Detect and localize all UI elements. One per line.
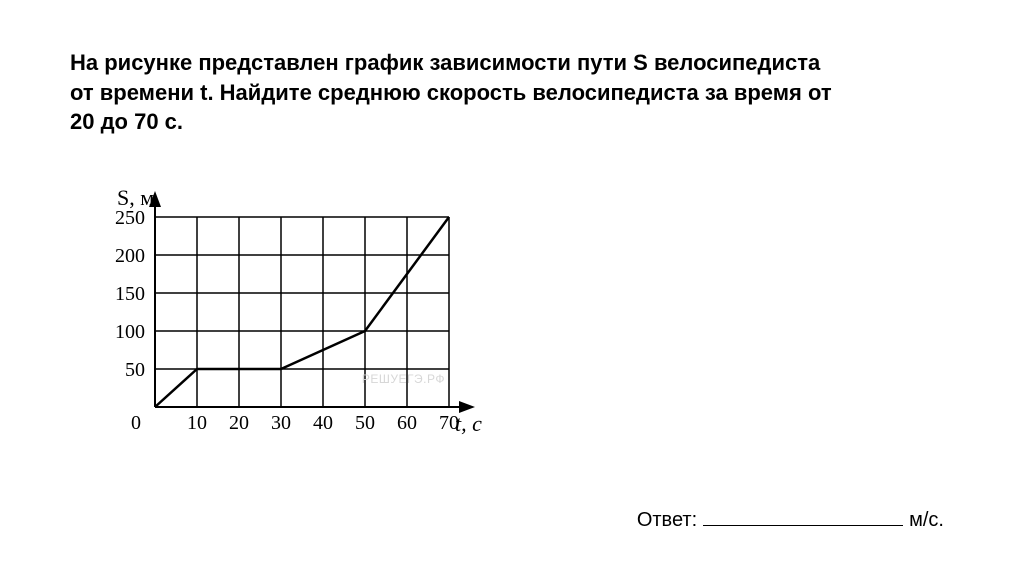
svg-text:0: 0	[131, 412, 141, 434]
svg-text:50: 50	[125, 359, 145, 381]
svg-text:РЕШУЕГЭ.РФ: РЕШУЕГЭ.РФ	[362, 372, 445, 386]
svg-text:60: 60	[397, 412, 417, 434]
svg-text:t, с: t, с	[455, 411, 482, 436]
page: На рисунке представлен график зависимост…	[0, 0, 1024, 574]
svg-text:10: 10	[187, 412, 207, 434]
line-chart: S, мt, с50100150200250010203040506070РЕШ…	[85, 177, 489, 457]
svg-text:20: 20	[229, 412, 249, 434]
svg-text:30: 30	[271, 412, 291, 434]
svg-text:200: 200	[115, 245, 145, 267]
svg-text:150: 150	[115, 283, 145, 305]
answer-unit: м/с.	[909, 509, 944, 531]
svg-text:250: 250	[115, 207, 145, 229]
chart-container: S, мt, с50100150200250010203040506070РЕШ…	[85, 177, 954, 462]
svg-text:50: 50	[355, 412, 375, 434]
answer-blank	[703, 503, 903, 526]
svg-text:70: 70	[439, 412, 459, 434]
svg-text:40: 40	[313, 412, 333, 434]
answer-label: Ответ:	[637, 509, 697, 531]
answer-row: Ответ: м/с.	[637, 503, 944, 532]
question-text: На рисунке представлен график зависимост…	[70, 48, 850, 137]
svg-text:100: 100	[115, 321, 145, 343]
